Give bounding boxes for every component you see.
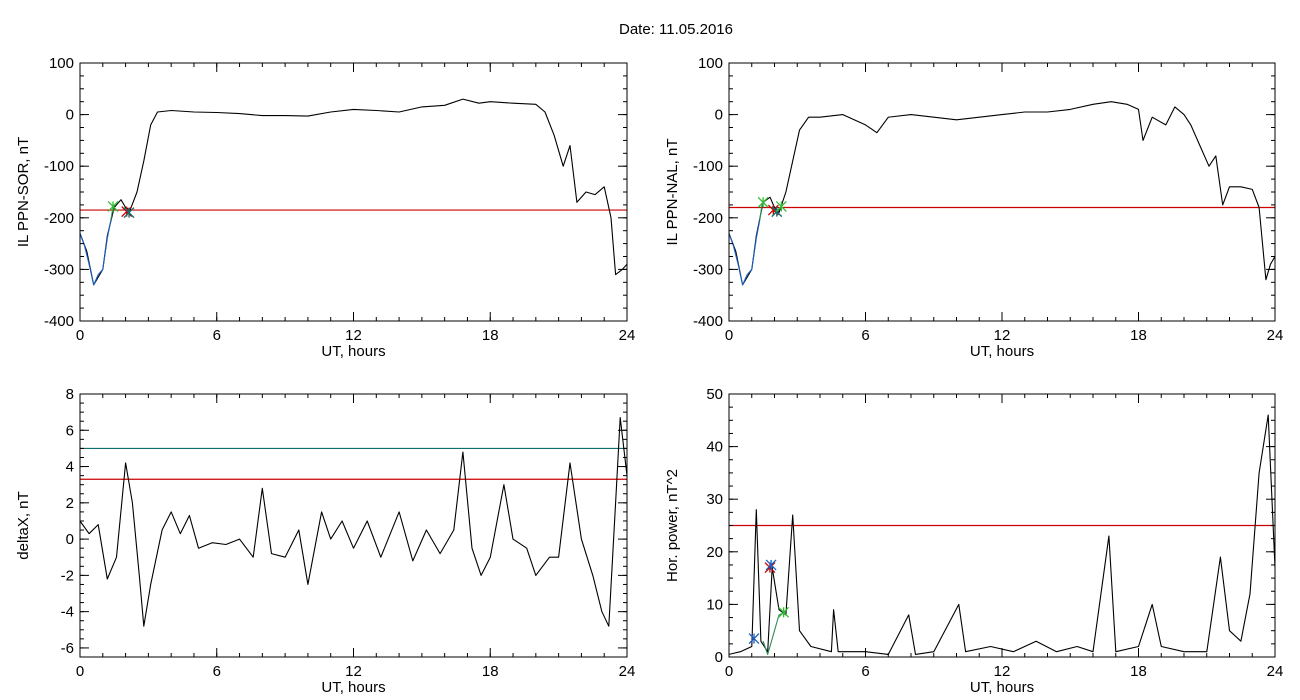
series-group — [729, 101, 1275, 286]
y-axis-label: IL PPN-SOR, nT — [15, 137, 32, 247]
y-tick-label: 20 — [706, 544, 723, 561]
x-tick-label: 12 — [994, 327, 1011, 344]
data-series-line — [729, 220, 761, 286]
y-tick-label: -100 — [44, 158, 74, 175]
series-group — [729, 414, 1275, 655]
x-tick-label: 0 — [725, 327, 733, 344]
x-tick-label: 6 — [861, 327, 869, 344]
y-tick-label: -2 — [61, 567, 74, 584]
x-axis-label: UT, hours — [970, 679, 1034, 696]
y-tick-label: 2 — [66, 495, 74, 512]
chart-panel-bottom-right: 50 40 30 20 10 00 6 12 18 24 UT, hours Hor. power, … — [664, 386, 1283, 696]
y-tick-label: 40 — [706, 439, 723, 456]
y-tick-label: -200 — [693, 210, 723, 227]
data-series-line — [80, 98, 627, 286]
y-tick-label: 6 — [66, 422, 74, 439]
y-tick-label: 0 — [66, 531, 74, 548]
y-axis-label: IL PPN-NAL, nT — [664, 139, 681, 246]
x-tick-label: 24 — [1267, 327, 1284, 344]
y-tick-label: 100 — [49, 55, 74, 72]
y-tick-label: 10 — [706, 596, 723, 613]
y-tick-label: -300 — [44, 261, 74, 278]
x-tick-label: 6 — [213, 327, 221, 344]
date-title: Date: 11.05.2016 — [619, 21, 733, 38]
x-tick-label: 24 — [1267, 663, 1284, 680]
y-tick-label: 50 — [706, 386, 723, 403]
data-marker — [748, 633, 760, 645]
x-tick-label: 0 — [76, 327, 84, 344]
x-tick-label: 18 — [482, 327, 499, 344]
data-marker — [775, 200, 787, 212]
x-tick-label: 18 — [1130, 327, 1147, 344]
y-axis-label: Hor. power, nT^2 — [664, 469, 681, 582]
data-series-line — [80, 417, 627, 627]
x-tick-label: 0 — [76, 663, 84, 680]
series-group — [80, 98, 627, 286]
x-tick-label: 12 — [994, 663, 1011, 680]
plot-frame — [79, 393, 628, 658]
x-axis-label: UT, hours — [321, 679, 385, 696]
y-tick-label: -6 — [61, 640, 74, 657]
x-tick-label: 6 — [213, 663, 221, 680]
x-tick-label: 24 — [619, 327, 636, 344]
y-tick-label: -400 — [44, 313, 74, 330]
data-marker — [123, 207, 135, 219]
y-tick-label: 0 — [66, 107, 74, 124]
x-axis-label: UT, hours — [970, 343, 1034, 360]
y-axis-label: deltaX, nT — [15, 491, 32, 559]
y-tick-label: -200 — [44, 210, 74, 227]
x-tick-label: 24 — [619, 663, 636, 680]
x-tick-label: 18 — [482, 663, 499, 680]
series-group — [80, 417, 627, 627]
data-marker — [778, 606, 790, 618]
y-tick-label: 4 — [66, 459, 74, 476]
x-tick-label: 18 — [1130, 663, 1147, 680]
data-series-line — [80, 220, 112, 286]
y-tick-label: 0 — [715, 649, 723, 666]
plot-frame — [79, 62, 628, 322]
data-marker — [107, 200, 119, 212]
y-tick-label: 8 — [66, 386, 74, 403]
data-marker — [757, 196, 769, 208]
x-axis-label: UT, hours — [321, 343, 385, 360]
x-tick-label: 6 — [861, 663, 869, 680]
y-tick-label: 30 — [706, 491, 723, 508]
y-tick-label: -300 — [693, 261, 723, 278]
plot-frame — [728, 62, 1276, 322]
y-tick-label: 0 — [715, 107, 723, 124]
data-series-line — [762, 611, 787, 655]
data-series-line — [729, 414, 1275, 655]
y-tick-label: -100 — [693, 158, 723, 175]
x-tick-label: 0 — [725, 663, 733, 680]
x-tick-label: 12 — [345, 663, 362, 680]
y-tick-label: -400 — [693, 313, 723, 330]
y-tick-label: -4 — [61, 604, 74, 621]
data-series-line — [729, 101, 1275, 286]
data-marker — [765, 559, 777, 571]
x-tick-label: 12 — [345, 327, 362, 344]
y-tick-label: 100 — [698, 55, 723, 72]
